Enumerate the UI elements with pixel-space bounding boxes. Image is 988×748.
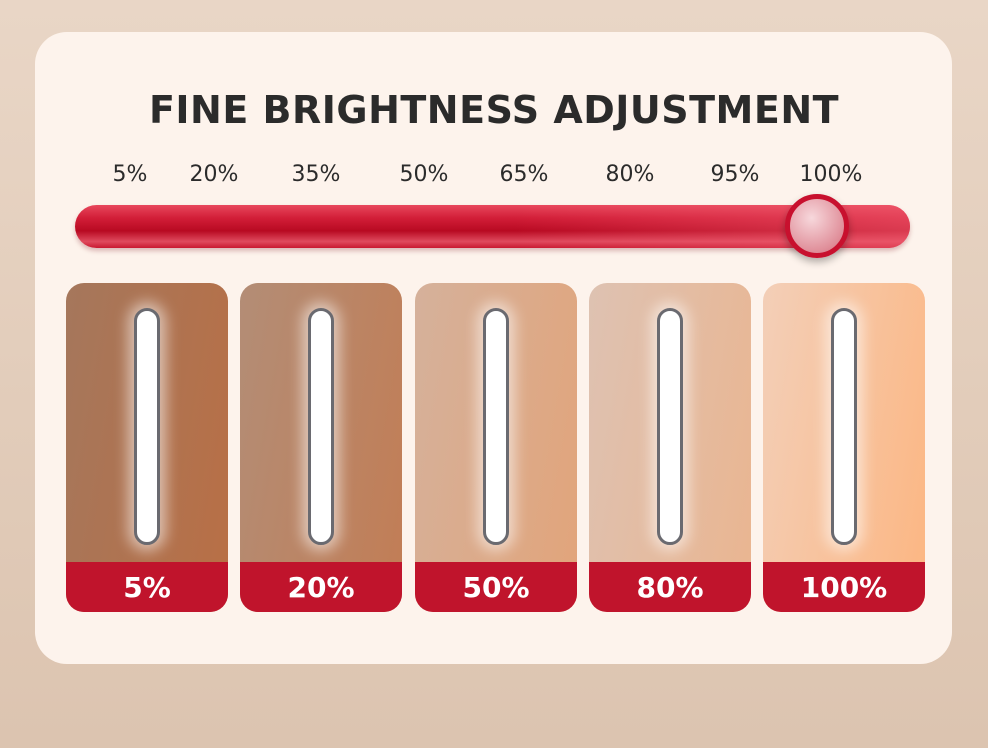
brightness-level-label: 100%	[763, 562, 925, 612]
slider-tick-label: 35%	[291, 162, 341, 187]
slider-tick-label: 100%	[799, 162, 863, 187]
slider-tick-label: 20%	[189, 162, 239, 187]
slider-tick-label: 65%	[499, 162, 549, 187]
slider-tick-label: 50%	[399, 162, 449, 187]
brightness-level-label: 20%	[240, 562, 402, 612]
slider-tick-label: 80%	[605, 162, 655, 187]
light-bar-icon	[308, 308, 334, 545]
light-bar-icon	[657, 308, 683, 545]
light-bar-icon	[134, 308, 160, 545]
light-bar-icon	[831, 308, 857, 545]
brightness-sample-tile: 100%	[763, 283, 925, 612]
brightness-level-label: 5%	[66, 562, 228, 612]
brightness-level-label: 50%	[415, 562, 577, 612]
slider-tick-label: 95%	[710, 162, 760, 187]
page-title: FINE BRIGHTNESS ADJUSTMENT	[148, 88, 840, 132]
brightness-slider-handle[interactable]	[785, 194, 849, 258]
light-bar-icon	[483, 308, 509, 545]
brightness-sample-tile: 50%	[415, 283, 577, 612]
slider-tick-label: 5%	[112, 162, 148, 187]
brightness-sample-tile: 20%	[240, 283, 402, 612]
brightness-sample-tile: 80%	[589, 283, 751, 612]
brightness-level-label: 80%	[589, 562, 751, 612]
brightness-sample-tile: 5%	[66, 283, 228, 612]
